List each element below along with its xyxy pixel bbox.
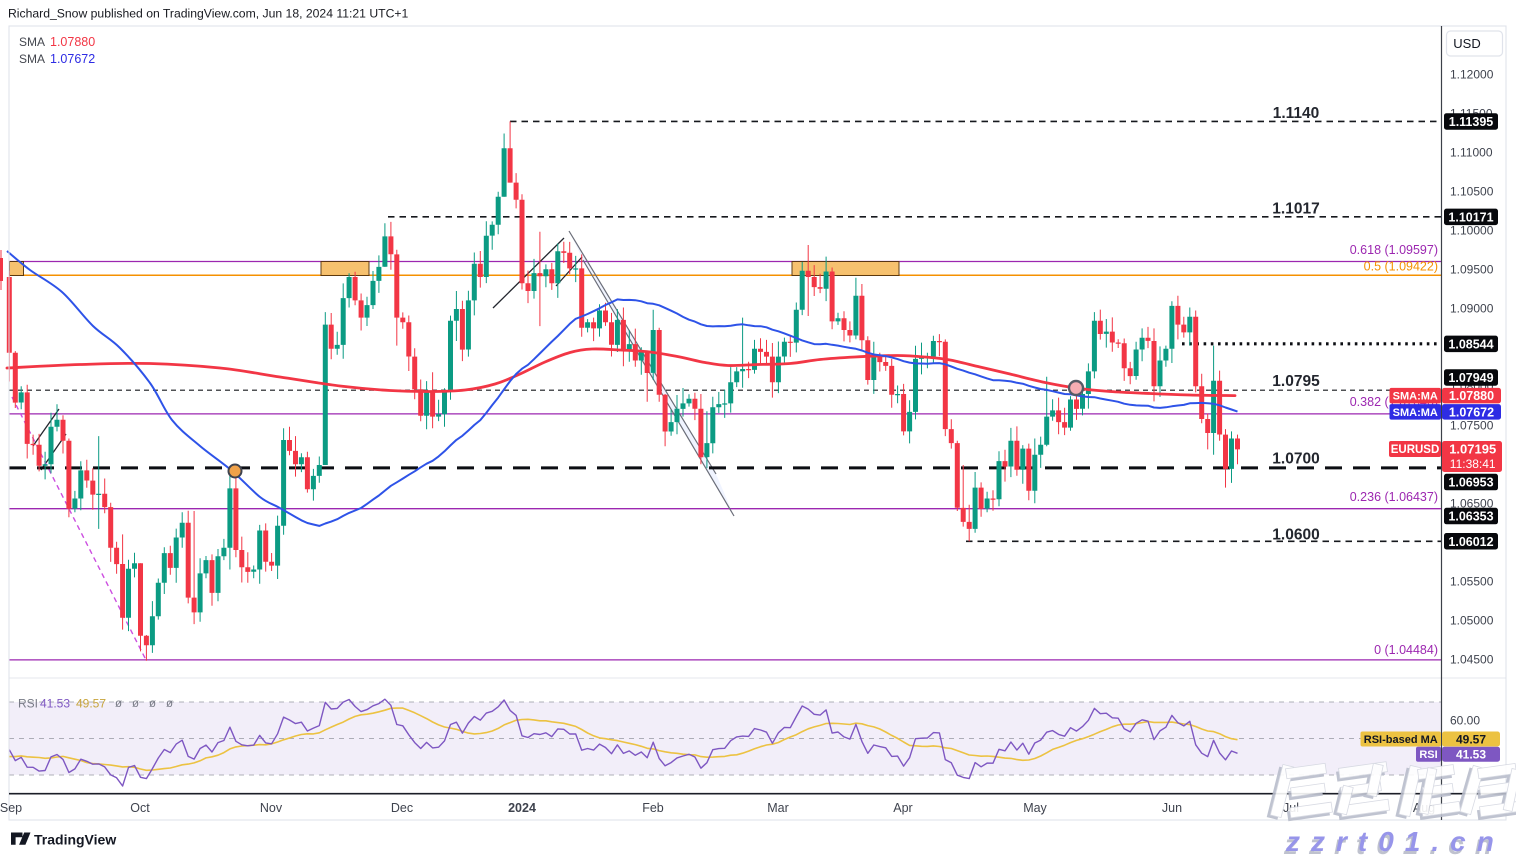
svg-text:Jun: Jun — [1162, 801, 1182, 815]
svg-text:1.07880: 1.07880 — [1449, 389, 1494, 403]
svg-text:1.05500: 1.05500 — [1450, 574, 1494, 588]
svg-text:1.10000: 1.10000 — [1450, 223, 1494, 237]
svg-text:SMA:MA: SMA:MA — [1393, 407, 1438, 419]
svg-text:11:38:41: 11:38:41 — [1450, 457, 1496, 471]
svg-text:1.06500: 1.06500 — [1450, 496, 1494, 510]
svg-text:1.0795: 1.0795 — [1272, 373, 1320, 390]
svg-text:RSI: RSI — [1419, 749, 1437, 761]
svg-text:SMA: SMA — [19, 52, 45, 66]
svg-text:Feb: Feb — [642, 801, 664, 815]
svg-text:2024: 2024 — [508, 801, 536, 815]
svg-text:1.09000: 1.09000 — [1450, 301, 1494, 315]
svg-text:41.53: 41.53 — [40, 697, 70, 711]
svg-text:TradingView: TradingView — [34, 832, 116, 848]
svg-text:Mar: Mar — [767, 801, 789, 815]
svg-text:RSI-based MA: RSI-based MA — [1364, 734, 1438, 746]
svg-text:Dec: Dec — [391, 801, 413, 815]
svg-text:1.09500: 1.09500 — [1450, 262, 1494, 276]
svg-text:49.57: 49.57 — [1456, 732, 1486, 746]
svg-text:1.10500: 1.10500 — [1450, 184, 1494, 198]
svg-text:SMA: SMA — [19, 35, 45, 49]
svg-text:1.07672: 1.07672 — [50, 52, 95, 66]
svg-text:41.53: 41.53 — [1456, 748, 1486, 762]
svg-text:1.0600: 1.0600 — [1272, 527, 1319, 544]
svg-text:1.07672: 1.07672 — [1449, 405, 1494, 419]
svg-text:1.08544: 1.08544 — [1448, 337, 1493, 351]
svg-text:1.05000: 1.05000 — [1450, 613, 1494, 627]
svg-text:1.06012: 1.06012 — [1448, 535, 1493, 549]
svg-text:1.07949: 1.07949 — [1448, 371, 1493, 385]
svg-text:zzrt01.cn: zzrt01.cn — [1283, 829, 1503, 857]
svg-text:1.1140: 1.1140 — [1273, 105, 1320, 122]
svg-text:ø: ø — [166, 698, 173, 710]
svg-text:1.0700: 1.0700 — [1272, 451, 1319, 468]
svg-text:Richard_Snow published on Trad: Richard_Snow published on TradingView.co… — [8, 7, 409, 21]
svg-text:ø: ø — [149, 698, 156, 710]
svg-text:May: May — [1023, 801, 1047, 815]
svg-text:Sep: Sep — [0, 801, 22, 815]
svg-text:1.06353: 1.06353 — [1448, 510, 1493, 524]
svg-text:0.618 (1.09597): 0.618 (1.09597) — [1350, 243, 1438, 257]
svg-text:Oct: Oct — [130, 801, 150, 815]
svg-text:0.5 (1.09422): 0.5 (1.09422) — [1364, 260, 1438, 274]
svg-text:1.04500: 1.04500 — [1450, 652, 1494, 666]
svg-text:1.12000: 1.12000 — [1450, 67, 1494, 81]
svg-text:Nov: Nov — [260, 801, 283, 815]
svg-text:zzrt01.cn: zzrt01.cn — [1285, 826, 1505, 857]
svg-text:RSI: RSI — [18, 697, 38, 711]
svg-text:USD: USD — [1453, 36, 1480, 51]
svg-text:Apr: Apr — [893, 801, 912, 815]
svg-text:EURUSD: EURUSD — [1391, 444, 1440, 456]
svg-text:SMA:MA: SMA:MA — [1393, 391, 1438, 403]
svg-text:1.11395: 1.11395 — [1449, 115, 1494, 129]
svg-text:1.11000: 1.11000 — [1450, 145, 1493, 159]
svg-text:1.1017: 1.1017 — [1272, 201, 1319, 218]
svg-text:ø: ø — [115, 698, 122, 710]
svg-text:1.10171: 1.10171 — [1448, 210, 1493, 224]
svg-text:1.06953: 1.06953 — [1448, 476, 1493, 490]
svg-text:60.00: 60.00 — [1450, 713, 1480, 727]
svg-text:1.07880: 1.07880 — [50, 35, 95, 49]
svg-text:1.07500: 1.07500 — [1450, 418, 1494, 432]
svg-text:0 (1.04484): 0 (1.04484) — [1374, 643, 1438, 657]
svg-text:0.236 (1.06437): 0.236 (1.06437) — [1350, 490, 1438, 504]
svg-text:1.07195: 1.07195 — [1449, 442, 1496, 457]
svg-text:49.57: 49.57 — [76, 697, 106, 711]
svg-text:ø: ø — [132, 698, 139, 710]
